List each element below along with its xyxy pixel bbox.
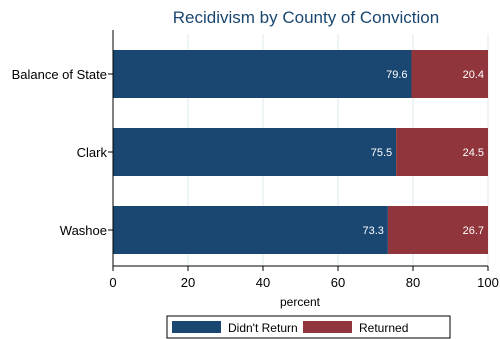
- category-labels: Balance of State Clark Washoe: [12, 67, 108, 238]
- legend: Didn't Return Returned: [166, 315, 451, 339]
- x-tick-label: 60: [331, 275, 345, 290]
- legend-label: Didn't Return: [228, 321, 298, 335]
- x-tick-label: 0: [109, 275, 116, 290]
- legend-swatch: [172, 321, 221, 333]
- x-axis-label: percent: [280, 295, 321, 309]
- axes: [108, 30, 489, 271]
- chart-title: Recidivism by County of Conviction: [173, 8, 439, 27]
- x-tick-label: 80: [406, 275, 420, 290]
- bar-value-label: 73.3: [362, 225, 383, 237]
- bar-value-label: 24.5: [463, 147, 484, 159]
- legend-label: Returned: [359, 321, 408, 335]
- bar-didnt-return: [113, 206, 388, 254]
- bar-didnt-return: [113, 50, 412, 98]
- bar-returned: [396, 128, 488, 176]
- x-tick-labels: 0 20 40 60 80 100: [109, 275, 498, 290]
- category-label: Balance of State: [12, 67, 107, 82]
- bar-returned: [387, 206, 488, 254]
- x-tick-label: 40: [256, 275, 270, 290]
- bar-value-label: 79.6: [386, 69, 407, 81]
- category-label: Washoe: [60, 223, 107, 238]
- bar-value-label: 20.4: [463, 69, 484, 81]
- legend-swatch: [303, 321, 352, 333]
- bar-value-label: 75.5: [371, 147, 392, 159]
- bar-didnt-return: [113, 128, 397, 176]
- bar-value-label: 26.7: [463, 225, 484, 237]
- x-tick-label: 20: [181, 275, 195, 290]
- bar-returned: [411, 50, 488, 98]
- x-tick-label: 100: [477, 275, 499, 290]
- value-labels: 79.6 20.4 75.5 24.5 73.3 26.7: [362, 69, 484, 237]
- category-label: Clark: [77, 145, 108, 160]
- bars: [113, 50, 488, 254]
